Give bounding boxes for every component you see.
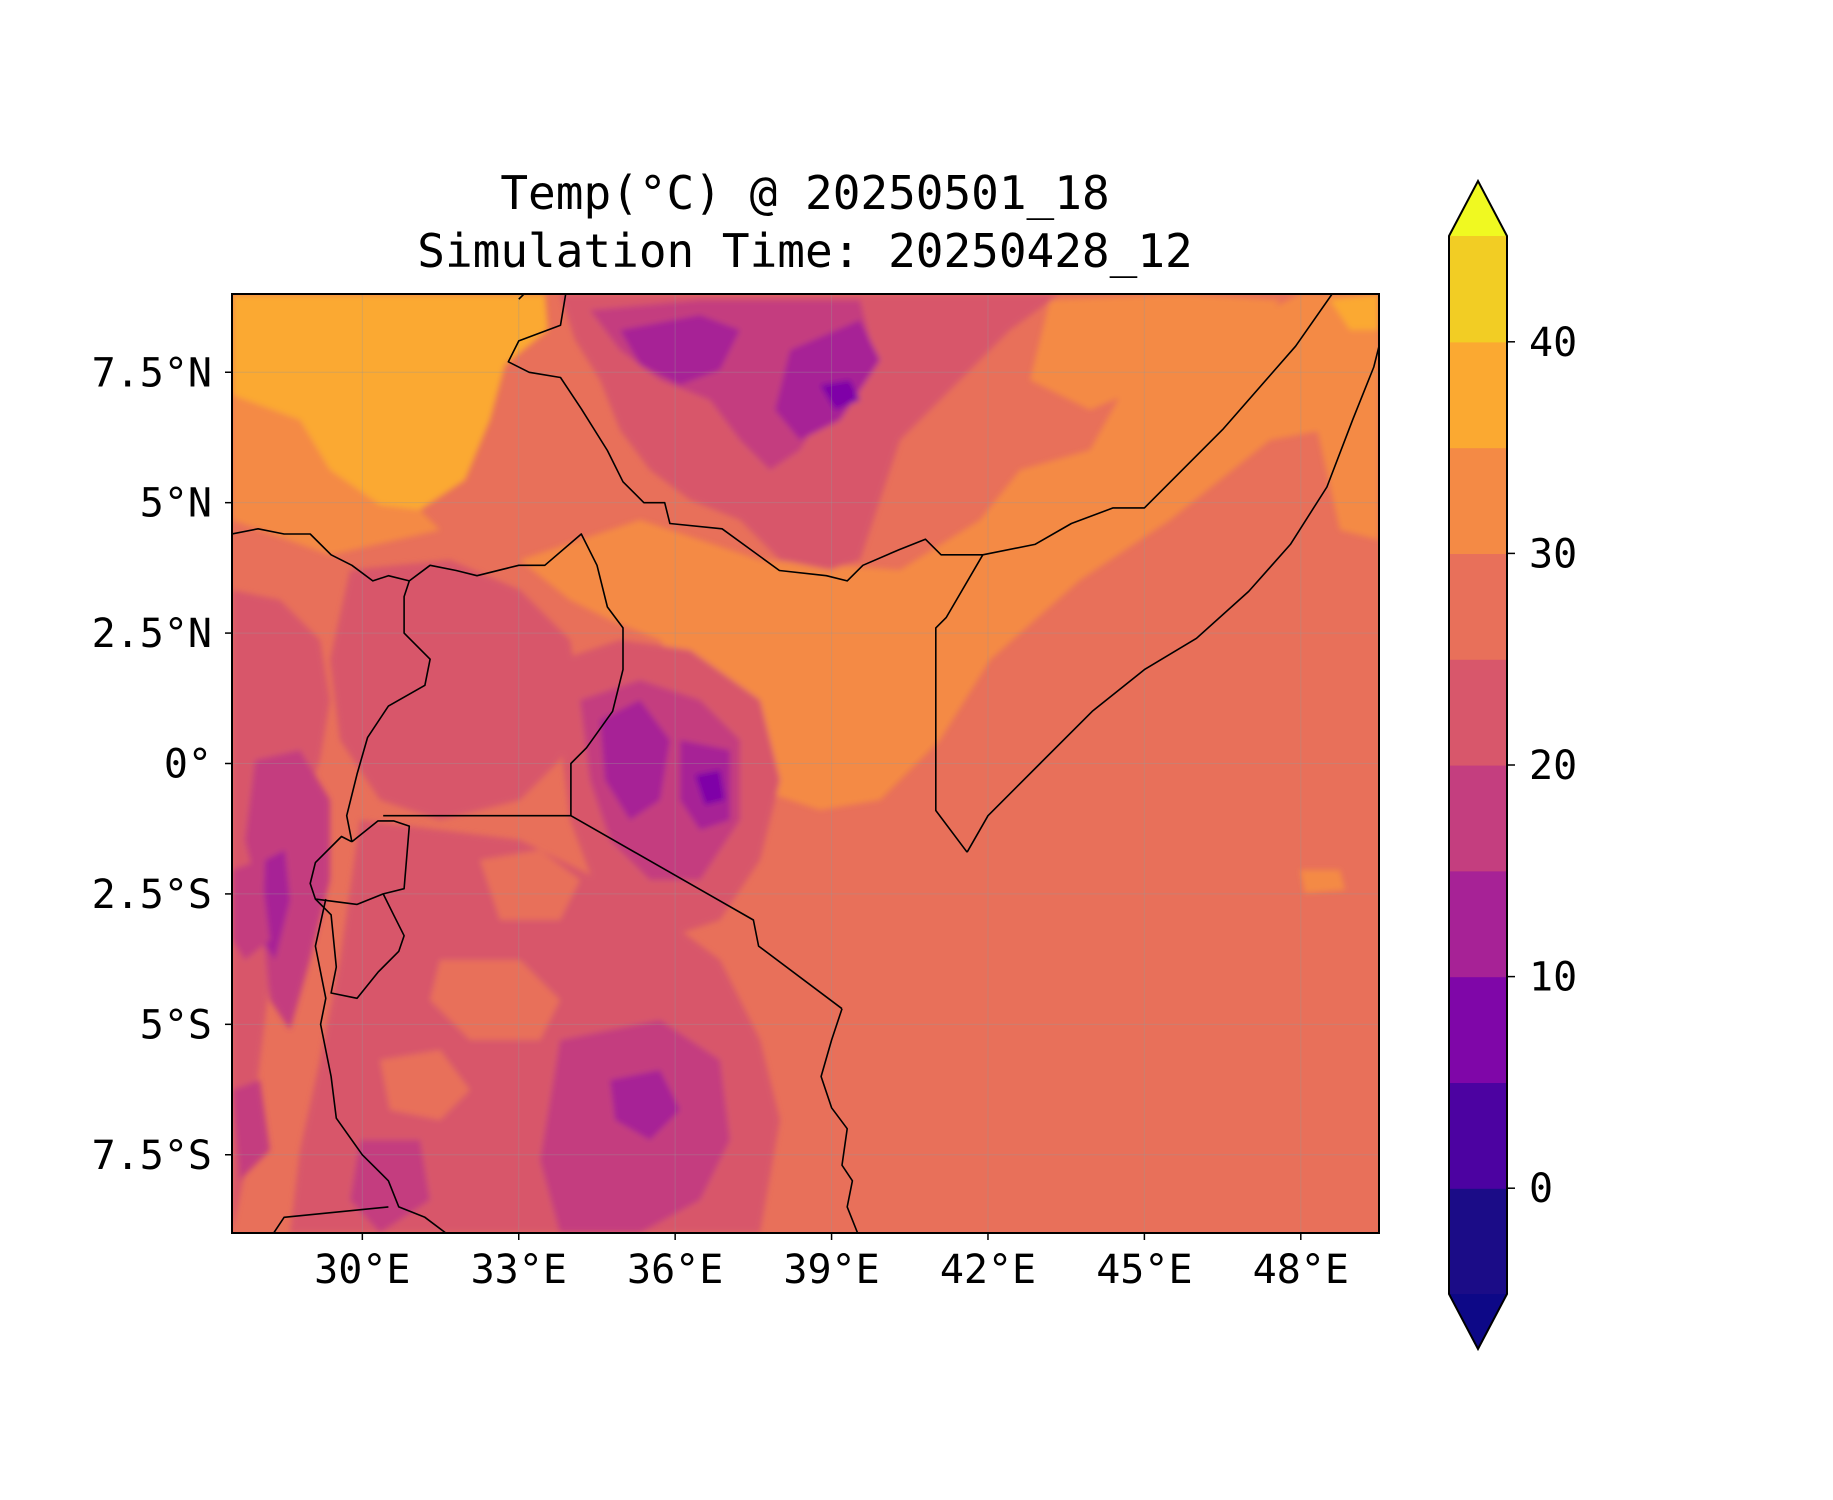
lon-tick-label: 36°E [627,1247,723,1293]
colorbar-tick-label: 10 [1529,955,1577,1001]
colorbar-segment [1449,765,1507,872]
latitude-ticks: 7.5°N 5°N 2.5°N 0° 2.5°S 5°S 7.5°S [92,350,232,1179]
colorbar-over-arrow [1449,181,1507,236]
contour-west-edge-cool [232,860,270,960]
lat-tick-label: 5°S [140,1002,212,1048]
contour-warm-ogaden [1030,294,1280,410]
border-line [570,815,843,1010]
border-line [273,1206,389,1233]
colorbar-segment [1449,341,1507,449]
contour-ethiopian-coldest [820,380,860,410]
contour-hot-northwest [232,294,548,510]
map-title-line1: Temp(°C) @ 20250501_18 [500,166,1110,220]
border-line [345,533,624,842]
lat-tick-label: 2.5°S [92,872,212,918]
colorbar-tick-label: 30 [1529,531,1577,577]
contour-hot-gulf [1330,294,1379,330]
country-borders [232,294,1379,1233]
longitude-ticks: 30°E 33°E 36°E 39°E 42°E 45°E 48°E [314,1233,1349,1293]
lon-tick-label: 39°E [783,1247,879,1293]
colorbar-outline [1448,178,1508,1352]
colorbar-tick-label: 20 [1529,743,1577,789]
colorbar: 0 10 20 30 40 [1448,178,1577,1352]
contour-kenya-cold-west [600,700,670,820]
contour-tanzania-warm-patch [380,1050,470,1120]
colorbar-segment [1449,447,1507,554]
border-line [820,1008,859,1233]
border-line [507,294,1333,582]
lon-tick-label: 42°E [940,1247,1036,1293]
lat-tick-label: 2.5°N [92,611,212,657]
temperature-map: 30°E 33°E 36°E 39°E 42°E 45°E 48°E 7.5°N 5°N 2.5… [92,293,1380,1293]
lat-tick-label: 7.5°S [92,1133,212,1179]
colorbar-segment [1449,976,1507,1083]
colorbar-segment [1449,553,1507,660]
contour-mount-kenya [695,770,725,805]
colorbar-segment [1449,659,1507,766]
contour-warm-somalia-coast [1315,400,1379,540]
map-gridlines [232,294,1379,1233]
colorbar-segment [1449,236,1507,343]
contour-lake-victoria-south [480,850,580,920]
contour-western-rift [232,590,330,1233]
contour-warm-south-sudan [232,395,440,555]
border-line [935,554,984,853]
lat-tick-label: 7.5°N [92,350,212,396]
contour-ethiopian-cold-east [775,320,880,440]
colorbar-segment [1449,870,1507,978]
contour-ethiopian-cold-west [620,315,740,385]
contour-southwest-cool [232,1080,270,1180]
contour-tanzania-cold-patch [610,1070,680,1140]
lat-tick-label: 5°N [140,481,212,527]
contour-uganda [330,560,580,820]
contour-central-tanzania [430,960,560,1040]
lon-tick-label: 48°E [1253,1247,1349,1293]
colorbar-tick-label: 40 [1529,320,1577,366]
border-line [309,820,411,906]
border-line [314,898,447,1233]
colorbar-segment [1449,1082,1507,1189]
colorbar-under-arrow [1449,1294,1507,1349]
contour-warm-northeast [520,294,1379,810]
colorbar-segment [1449,1188,1507,1295]
lon-tick-label: 30°E [314,1247,410,1293]
lon-tick-label: 33°E [471,1247,567,1293]
colorbar-tick-label: 0 [1529,1166,1553,1212]
contour-ocean-warm-patch [1300,870,1345,893]
lon-tick-label: 45°E [1096,1247,1192,1293]
border-line [314,893,405,1000]
map-title-line2: Simulation Time: 20250428_12 [417,224,1193,278]
border-line [966,346,1379,853]
border-line [232,528,410,582]
temperature-contours [232,294,1379,1233]
lat-tick-label: 0° [164,742,212,788]
